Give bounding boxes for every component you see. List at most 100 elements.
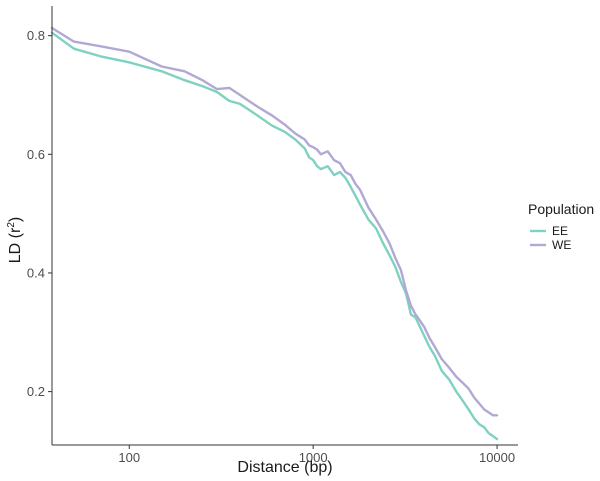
y-axis-title: LD (r2)	[6, 217, 24, 263]
data-point-ee	[468, 409, 469, 410]
x-tick-label: 100	[118, 450, 140, 465]
x-tick-label: 10000	[479, 450, 515, 465]
y-tick-label: 0.2	[27, 384, 45, 399]
data-point-ee	[479, 424, 480, 425]
y-ticks: 0.2 0.4 0.6 0.8	[27, 28, 52, 399]
data-point-ee	[284, 131, 285, 132]
data-point-we	[73, 41, 74, 42]
data-point-we	[484, 409, 485, 410]
data-point-we	[355, 183, 356, 184]
data-point-ee	[216, 91, 217, 92]
data-point-ee	[161, 71, 162, 72]
data-point-we	[474, 397, 475, 398]
data-point-we	[295, 133, 296, 134]
data-point-ee	[345, 177, 346, 178]
data-point-we	[202, 80, 203, 81]
y-axis-title-suffix: )	[7, 217, 24, 222]
data-point-we	[415, 314, 416, 315]
data-point-ee	[309, 157, 310, 158]
data-point-we	[368, 207, 369, 208]
data-point-we	[434, 347, 435, 348]
data-point-we	[100, 46, 101, 47]
data-point-we	[468, 388, 469, 389]
data-point-ee	[429, 347, 430, 348]
data-point-we	[488, 412, 489, 413]
data-point-ee	[334, 175, 335, 176]
data-point-ee	[462, 400, 463, 401]
data-point-we	[376, 219, 377, 220]
data-point-we	[423, 326, 424, 327]
data-point-we	[284, 124, 285, 125]
data-point-we	[496, 415, 497, 416]
data-point-we	[395, 258, 396, 259]
data-point-ee	[327, 166, 328, 167]
data-point-ee	[456, 391, 457, 392]
data-point-we	[216, 89, 217, 90]
data-point-ee	[257, 115, 258, 116]
data-point-we	[161, 66, 162, 67]
data-point-ee	[360, 204, 361, 205]
y-tick-label: 0.6	[27, 147, 45, 162]
data-point-we	[304, 139, 305, 140]
data-point-we	[400, 269, 401, 270]
data-point-ee	[395, 266, 396, 267]
data-point-ee	[100, 56, 101, 57]
data-point-ee	[434, 355, 435, 356]
data-point-we	[345, 172, 346, 173]
x-tick-label: 1000	[299, 450, 328, 465]
data-point-ee	[339, 172, 340, 173]
y-tick-label: 0.4	[27, 265, 45, 280]
data-point-ee	[239, 103, 240, 104]
plot-lines	[50, 26, 499, 441]
y-axis-title-main: LD (r	[7, 227, 24, 263]
series-line-we	[50, 26, 499, 417]
data-point-we	[229, 87, 230, 88]
data-point-we	[456, 376, 457, 377]
data-point-we	[129, 51, 130, 52]
data-point-we	[462, 382, 463, 383]
data-point-we	[339, 163, 340, 164]
data-point-ee	[484, 427, 485, 428]
series-line-ee	[50, 31, 499, 441]
data-point-ee	[474, 418, 475, 419]
data-point-ee	[129, 62, 130, 63]
data-point-ee	[376, 228, 377, 229]
data-point-ee	[368, 219, 369, 220]
data-point-we	[389, 243, 390, 244]
data-point-we	[239, 94, 240, 95]
data-point-ee	[295, 139, 296, 140]
data-point-we	[320, 154, 321, 155]
data-point-ee	[419, 326, 420, 327]
y-tick-label: 0.8	[27, 28, 45, 43]
data-point-we	[449, 367, 450, 368]
data-point-ee	[383, 243, 384, 244]
data-point-ee	[410, 314, 411, 315]
data-point-we	[429, 338, 430, 339]
data-point-ee	[184, 80, 185, 81]
data-point-we	[257, 106, 258, 107]
legend-label-we: WE	[552, 238, 571, 252]
data-point-we	[334, 160, 335, 161]
data-point-ee	[350, 186, 351, 187]
data-point-ee	[441, 370, 442, 371]
x-ticks: 100 1000 10000	[118, 445, 515, 465]
x-axis-title: Distance (bp)	[237, 459, 332, 476]
data-point-ee	[229, 100, 230, 101]
legend-label-ee: EE	[552, 224, 568, 238]
data-point-we	[441, 358, 442, 359]
data-point-we	[360, 189, 361, 190]
data-point-we	[272, 115, 273, 116]
data-point-we	[406, 290, 407, 291]
data-point-we	[419, 320, 420, 321]
data-point-ee	[320, 169, 321, 170]
data-point-ee	[317, 166, 318, 167]
data-point-ee	[73, 48, 74, 49]
data-point-ee	[355, 195, 356, 196]
data-point-we	[410, 305, 411, 306]
data-point-ee	[449, 379, 450, 380]
data-point-ee	[202, 86, 203, 87]
data-point-we	[492, 415, 493, 416]
